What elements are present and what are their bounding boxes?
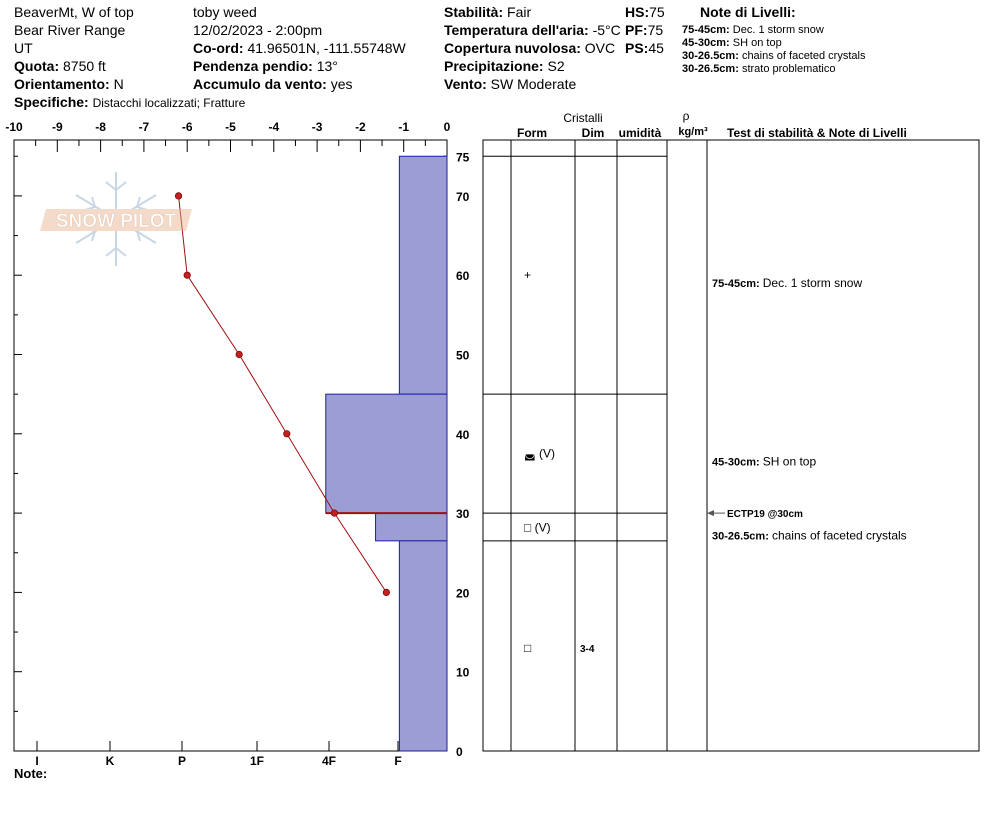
elevation: Quota: 8750 ft bbox=[14, 58, 106, 74]
depth-tick-label: 30 bbox=[456, 507, 470, 521]
hs: HS:75 bbox=[625, 4, 665, 20]
temperature-point bbox=[235, 350, 243, 359]
crystal-entries: + ◛ (V) □ (V) □ 3-4 bbox=[524, 268, 595, 655]
form-header: Form bbox=[517, 126, 547, 140]
ps: PS:45 bbox=[625, 40, 664, 56]
density-symbol: ρ bbox=[683, 109, 690, 123]
layer-note-header-3: 30-26.5cm: chains of faceted crystals bbox=[682, 50, 866, 62]
crystals-header: Cristalli bbox=[563, 111, 602, 125]
layer-note: 30-26.5cm: chains of faceted crystals bbox=[712, 528, 907, 542]
stability: Stabilità: Fair bbox=[444, 4, 532, 20]
temp-tick-label: -7 bbox=[139, 120, 150, 134]
snowflake-icon bbox=[75, 172, 157, 266]
observer: toby weed bbox=[193, 4, 257, 20]
depth-tick-label: 70 bbox=[456, 190, 470, 204]
hardness-layer bbox=[325, 393, 448, 514]
cloud-cover: Copertura nuvolosa: OVC bbox=[444, 40, 616, 56]
coordinates: Co-ord: 41.96501N, -111.55748W bbox=[193, 40, 406, 56]
wind: Vento: SW Moderate bbox=[444, 76, 577, 92]
snowpilot-logo: SNOW PILOT bbox=[40, 172, 192, 266]
notes-label: Note: bbox=[14, 766, 47, 781]
hardness-layer bbox=[398, 155, 448, 395]
temp-tick-label: -10 bbox=[5, 120, 23, 134]
hardness-layer bbox=[375, 512, 448, 542]
right-panel-frame bbox=[482, 139, 980, 752]
temp-tick-label: -9 bbox=[52, 120, 63, 134]
crystal-form: □ (V) bbox=[524, 520, 551, 534]
air-temperature: Temperatura dell'aria: -5°C bbox=[444, 22, 621, 38]
depth-tick-label: 60 bbox=[456, 269, 470, 283]
temperature-point bbox=[330, 509, 339, 517]
column-dividers bbox=[510, 140, 708, 751]
temp-tick-label: -6 bbox=[182, 120, 193, 134]
temp-tick-label: -2 bbox=[355, 120, 366, 134]
temperature-profile bbox=[174, 192, 390, 597]
depth-tick-label: 10 bbox=[456, 666, 470, 680]
layer-boundaries bbox=[483, 155, 667, 542]
temp-tick-label: -8 bbox=[95, 120, 106, 134]
depth-tick-label: 40 bbox=[456, 428, 470, 442]
temperature-point bbox=[183, 271, 191, 279]
hardness-axis: I K P 1F 4F F bbox=[35, 741, 402, 768]
aspect: Orientamento: N bbox=[14, 76, 124, 92]
hardness-label: 1F bbox=[250, 754, 264, 768]
crystal-form: + bbox=[524, 268, 531, 282]
temp-tick-label: -3 bbox=[312, 120, 323, 134]
depth-tick-label: 50 bbox=[456, 349, 470, 363]
layer-note-header-4: 30-26.5cm: strato problematico bbox=[682, 63, 836, 75]
hardness-layer bbox=[398, 540, 448, 752]
layer-note-header-1: 75-45cm: Dec. 1 storm snow bbox=[682, 24, 824, 36]
temperature-point bbox=[174, 192, 183, 200]
temperature-line bbox=[178, 195, 387, 593]
hardness-label: P bbox=[178, 754, 186, 768]
layer-note-header-2: 45-30cm: SH on top bbox=[682, 37, 782, 49]
state: UT bbox=[14, 40, 33, 56]
hardness-layers bbox=[325, 155, 448, 752]
hardness-label: F bbox=[394, 754, 401, 768]
location: BeaverMt, W of top bbox=[14, 4, 134, 20]
stability-tests: ECTP19 @30cm bbox=[707, 509, 803, 520]
stability-test: ECTP19 @30cm bbox=[727, 509, 803, 520]
layer-note: 45-30cm: SH on top bbox=[712, 455, 816, 469]
datetime: 12/02/2023 - 2:00pm bbox=[193, 22, 323, 38]
temp-tick-label: -1 bbox=[398, 120, 409, 134]
depth-tick-label: 0 bbox=[456, 745, 463, 759]
pf: PF:75 bbox=[625, 22, 664, 38]
crystal-form: □ bbox=[524, 641, 531, 655]
specifics: Specifiche: Distacchi localizzati; Fratt… bbox=[14, 94, 246, 110]
hardness-label: K bbox=[106, 754, 115, 768]
wind-loading: Accumulo da vento: yes bbox=[193, 76, 353, 92]
dim-header: Dim bbox=[582, 126, 605, 140]
temperature-point bbox=[283, 430, 291, 438]
depth-tick-label: 20 bbox=[456, 586, 470, 600]
temperature-axis: -10 -9 -8 -7 -6 -5 -4 -3 -2 -1 0 bbox=[5, 120, 451, 152]
layer-note: 75-45cm: Dec. 1 storm snow bbox=[712, 276, 862, 290]
density-unit: kg/m³ bbox=[678, 126, 708, 138]
depth-axis: 0 10 20 30 40 50 60 70 75 bbox=[14, 150, 470, 759]
hardness-label: 4F bbox=[322, 754, 336, 768]
slope: Pendenza pendio: 13° bbox=[193, 58, 338, 74]
crystal-size: 3-4 bbox=[580, 644, 595, 655]
precipitation: Precipitazione: S2 bbox=[444, 58, 565, 74]
layer-notes-title: Note di Livelli: bbox=[700, 4, 796, 20]
temperature-point bbox=[382, 588, 390, 597]
depth-tick-label: 75 bbox=[456, 150, 470, 164]
range: Bear River Range bbox=[14, 22, 126, 38]
temp-tick-label: -4 bbox=[268, 120, 279, 134]
crystal-form: ◛ (V) bbox=[524, 447, 555, 461]
stability-header: Test di stabilità & Note di Livelli bbox=[727, 126, 907, 140]
hardness-label: I bbox=[35, 754, 38, 768]
arrow-icon bbox=[707, 510, 714, 517]
humidity-header: umidità bbox=[619, 126, 662, 140]
layer-notes: 75-45cm: Dec. 1 storm snow 45-30cm: SH on… bbox=[712, 276, 907, 542]
temp-tick-label: 0 bbox=[444, 120, 451, 134]
logo-text: SNOW PILOT bbox=[56, 211, 177, 232]
temp-tick-label: -5 bbox=[225, 120, 236, 134]
